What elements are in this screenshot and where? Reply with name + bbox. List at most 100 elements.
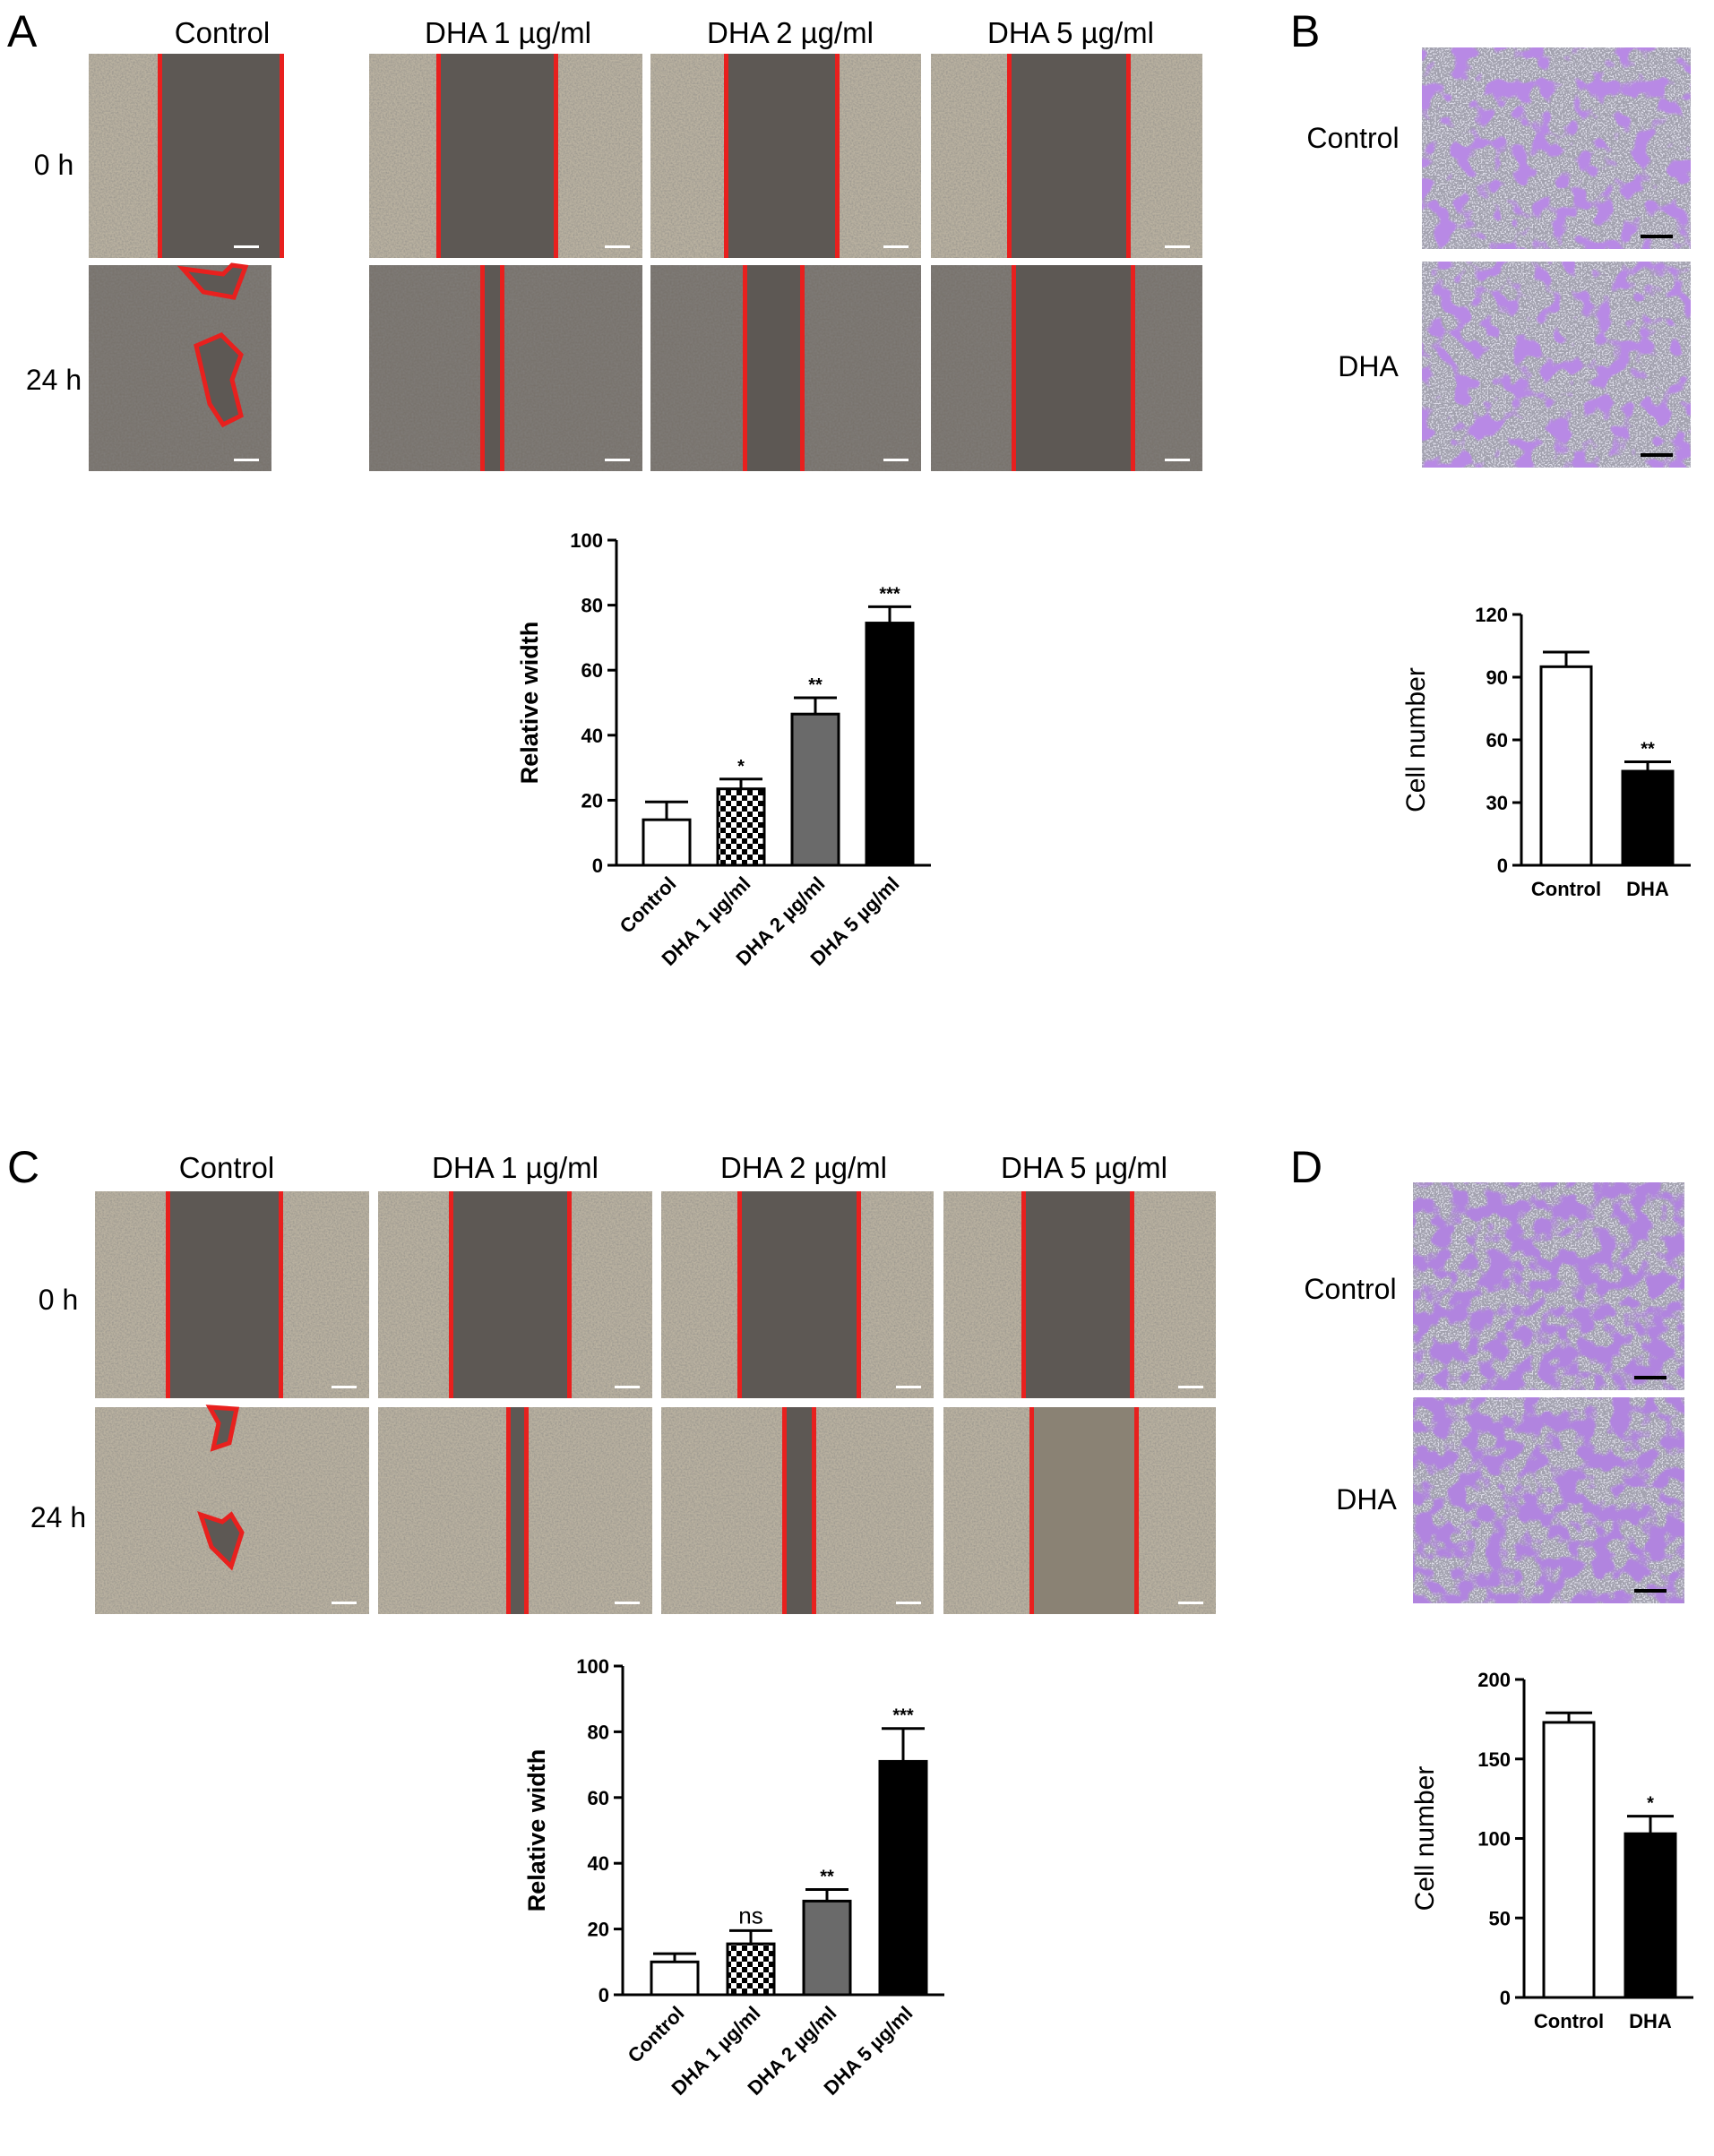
panel-b-cell-number-chart: 0 30 60 90 120 Cell number Control ** DHA bbox=[1401, 604, 1691, 900]
scratch-image-a-0h-2 bbox=[650, 54, 921, 258]
wound-edge-line-left bbox=[506, 1407, 511, 1614]
y-tick-label: 100 bbox=[570, 529, 603, 552]
scratch-image-c-0h-3 bbox=[943, 1191, 1216, 1398]
panel-letter-d: D bbox=[1290, 1142, 1322, 1192]
wound-edge-line-right bbox=[857, 1191, 861, 1398]
wound-remnant-outline bbox=[177, 262, 249, 300]
panel-a-column-label-control: Control bbox=[175, 16, 270, 49]
y-tick-label: 50 bbox=[1489, 1907, 1511, 1929]
scale-bar bbox=[1641, 235, 1673, 238]
scale-bar bbox=[883, 245, 909, 248]
x-tick-label: Control bbox=[624, 2002, 689, 2067]
significance-label: ** bbox=[808, 675, 823, 695]
wound-gap bbox=[439, 54, 556, 258]
wound-edge-line-left bbox=[1012, 265, 1016, 471]
wound-remnant-outline bbox=[194, 332, 244, 428]
bar bbox=[1624, 1832, 1677, 1999]
panel-b-transwell-images bbox=[1422, 47, 1691, 468]
panel-a-row-label-24h: 24 h bbox=[26, 364, 82, 396]
wound-edge-line-left bbox=[480, 265, 485, 471]
x-tick-label: DHA bbox=[1629, 2010, 1672, 2032]
panel-letter-c: C bbox=[7, 1142, 39, 1192]
transwell-image-d-dha bbox=[1413, 1397, 1684, 1603]
wound-gap bbox=[160, 54, 281, 258]
y-tick-label: 120 bbox=[1475, 604, 1508, 626]
wound-edge-line-left bbox=[158, 54, 162, 258]
wound-edge-line-left bbox=[1007, 54, 1012, 258]
significance-label: * bbox=[737, 757, 745, 777]
panel-c-column-label-dha-2: DHA 2 µg/ml bbox=[720, 1151, 887, 1184]
bar bbox=[865, 622, 915, 867]
scale-bar bbox=[1178, 1386, 1203, 1388]
scale-bar bbox=[896, 1386, 921, 1388]
wound-edge-line-left bbox=[166, 1191, 170, 1398]
wound-edge-line-right bbox=[1131, 265, 1135, 471]
panel-a-column-label-dha-2: DHA 2 µg/ml bbox=[707, 16, 874, 49]
wound-edge-line-left bbox=[724, 54, 728, 258]
wound-edge-line-left bbox=[436, 54, 441, 258]
scratch-image-a-24h-0 bbox=[89, 262, 271, 471]
wound-edge-line-left bbox=[1021, 1191, 1026, 1398]
wound-edge-line-left bbox=[449, 1191, 453, 1398]
scale-bar bbox=[1165, 459, 1190, 461]
y-tick-label: 80 bbox=[581, 595, 603, 617]
y-tick-label: 200 bbox=[1477, 1669, 1511, 1691]
significance-label: *** bbox=[892, 1706, 914, 1726]
panel-letter-b: B bbox=[1290, 6, 1320, 56]
scale-bar bbox=[883, 459, 909, 461]
wound-gap bbox=[727, 54, 837, 258]
wound-edge-line-right bbox=[524, 1407, 529, 1614]
wound-edge-line-right bbox=[554, 54, 558, 258]
bar bbox=[1621, 769, 1675, 867]
y-tick-label: 0 bbox=[599, 1984, 609, 2006]
wound-edge-line-right bbox=[280, 54, 284, 258]
y-tick-label: 150 bbox=[1477, 1748, 1511, 1771]
wound-edge-line-right bbox=[812, 1407, 816, 1614]
significance-label: *** bbox=[879, 584, 900, 604]
scale-bar bbox=[234, 245, 259, 248]
x-tick-label: DHA bbox=[1626, 878, 1669, 900]
scratch-image-c-24h-3 bbox=[943, 1407, 1216, 1614]
wound-gap bbox=[509, 1407, 526, 1614]
panel-c-column-label-dha-5: DHA 5 µg/ml bbox=[1001, 1151, 1167, 1184]
y-tick-label: 100 bbox=[1477, 1828, 1511, 1851]
wound-edge-line-left bbox=[1029, 1407, 1034, 1614]
y-tick-label: 20 bbox=[588, 1919, 609, 1941]
wound-edge-line-right bbox=[279, 1191, 283, 1398]
wound-edge-line-right bbox=[1126, 54, 1131, 258]
significance-label: ** bbox=[820, 1868, 834, 1887]
scale-bar bbox=[615, 1386, 640, 1388]
scale-bar bbox=[1634, 1589, 1667, 1593]
y-axis-title: Cell number bbox=[1401, 667, 1431, 812]
panel-d-row-label-control: Control bbox=[1304, 1273, 1396, 1305]
panel-a-column-label-dha-1: DHA 1 µg/ml bbox=[425, 16, 591, 49]
wound-edge-line-right bbox=[800, 265, 805, 471]
x-tick-label: Control bbox=[1534, 2010, 1604, 2032]
bar bbox=[726, 1942, 776, 1997]
scratch-image-a-24h-1 bbox=[369, 265, 642, 471]
wound-gap bbox=[168, 1191, 280, 1398]
scratch-image-c-0h-2 bbox=[661, 1191, 934, 1398]
scale-bar bbox=[332, 1386, 357, 1388]
panel-d-cell-number-chart: 0 50 100 150 200 Cell number Control * DHA bbox=[1410, 1669, 1693, 2032]
panel-c-row-label-0h: 0 h bbox=[39, 1284, 78, 1316]
scale-bar bbox=[605, 459, 630, 461]
wound-edge-line-right bbox=[1134, 1407, 1139, 1614]
panel-c-column-label-control: Control bbox=[179, 1151, 274, 1184]
scratch-image-c-0h-1 bbox=[378, 1191, 652, 1398]
y-tick-label: 30 bbox=[1486, 792, 1508, 814]
panel-d-row-label-dha: DHA bbox=[1336, 1483, 1397, 1516]
wound-gap bbox=[1010, 54, 1128, 258]
transwell-image-b-control bbox=[1422, 47, 1691, 249]
y-tick-label: 90 bbox=[1486, 666, 1508, 689]
y-tick-label: 0 bbox=[592, 855, 603, 877]
wound-edge-line-right bbox=[500, 265, 504, 471]
scratch-image-a-0h-3 bbox=[931, 54, 1202, 258]
bar bbox=[1542, 1721, 1596, 1999]
y-tick-label: 0 bbox=[1500, 1987, 1511, 2009]
y-axis-title: Relative width bbox=[523, 1749, 550, 1912]
scale-bar bbox=[1165, 245, 1190, 248]
wound-gap bbox=[1032, 1407, 1136, 1614]
